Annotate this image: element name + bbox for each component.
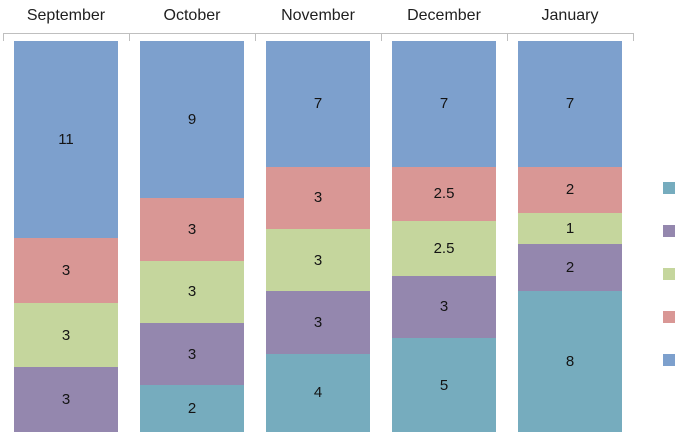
category-axis-line	[3, 33, 633, 34]
bar-column-december: 7 2.5 2.5 3 5	[381, 41, 507, 432]
legend-key-series-2-purple[interactable]	[663, 225, 675, 237]
data-label: 7	[313, 95, 323, 113]
bar-column-october: 9 3 3 3 2	[129, 41, 255, 433]
data-label: 3	[61, 391, 71, 409]
data-label: 9	[187, 111, 197, 129]
bar-segment-series-4-red-november[interactable]: 3	[266, 166, 370, 229]
legend	[663, 182, 675, 397]
axis-tick	[129, 33, 130, 41]
bar-segment-series-2-purple-october[interactable]: 3	[140, 323, 244, 386]
data-label: 3	[439, 298, 449, 316]
data-label: 3	[187, 220, 197, 238]
axis-tick	[507, 33, 508, 41]
bar-column-january: 7 2 1 2 8	[507, 41, 633, 432]
data-label: 7	[565, 95, 575, 113]
bar-segment-series-3-green-january[interactable]: 1	[518, 213, 622, 244]
bar-segment-series-5-blue-january[interactable]: 7	[518, 41, 622, 167]
data-label: 3	[61, 261, 71, 279]
data-label: 2	[565, 258, 575, 276]
category-label-october: October	[163, 7, 221, 24]
stacked-bar-january: 7 2 1 2 8	[518, 41, 622, 432]
data-label: 2.5	[433, 185, 455, 203]
bar-segment-series-1-teal-november[interactable]: 4	[266, 353, 370, 433]
stacked-bar-november: 7 3 3 3 4	[266, 41, 370, 433]
bar-column-november: 7 3 3 3 4	[255, 41, 381, 433]
stacked-bar-december: 7 2.5 2.5 3 5	[392, 41, 496, 432]
bar-segment-series-5-blue-october[interactable]: 9	[140, 41, 244, 199]
stacked-bar-october: 9 3 3 3 2	[140, 41, 244, 433]
data-label: 3	[313, 189, 323, 207]
bar-segment-series-2-purple-september[interactable]: 3	[14, 367, 118, 433]
category-axis: September October November December January	[3, 5, 633, 27]
stacked-bar-september: 11 3 3 3	[14, 41, 118, 433]
bar-segment-series-1-teal-october[interactable]: 2	[140, 385, 244, 433]
bar-segment-series-2-purple-december[interactable]: 3	[392, 275, 496, 338]
bar-segment-series-5-blue-november[interactable]: 7	[266, 41, 370, 167]
bar-segment-series-1-teal-january[interactable]: 8	[518, 290, 622, 432]
bar-segment-series-3-green-october[interactable]: 3	[140, 260, 244, 324]
bar-segment-series-3-green-december[interactable]: 2.5	[392, 221, 496, 276]
bar-segment-series-4-red-january[interactable]: 2	[518, 166, 622, 214]
bar-segment-series-4-red-september[interactable]: 3	[14, 238, 118, 303]
bar-segment-series-3-green-november[interactable]: 3	[266, 229, 370, 292]
data-label: 3	[187, 283, 197, 301]
data-label: 2	[187, 400, 197, 418]
data-label: 11	[58, 131, 74, 149]
bar-segment-series-3-green-september[interactable]: 3	[14, 302, 118, 368]
plot-area: 11 3 3 3 9 3 3 3 2 7 3 3 3 4 7 2.5 2.5 3 5 7 2 1 2 8	[3, 41, 633, 433]
axis-tick	[381, 33, 382, 41]
bar-segment-series-5-blue-december[interactable]: 7	[392, 41, 496, 167]
legend-key-series-4-red[interactable]	[663, 311, 675, 323]
bar-segment-series-4-red-october[interactable]: 3	[140, 198, 244, 261]
legend-key-series-1-teal[interactable]	[663, 182, 675, 194]
axis-tick	[3, 33, 4, 41]
data-label: 3	[61, 326, 71, 344]
category-label-january: January	[541, 7, 599, 24]
data-label: 3	[313, 251, 323, 269]
axis-tick	[633, 33, 634, 41]
bar-segment-series-4-red-december[interactable]: 2.5	[392, 166, 496, 222]
data-label: 7	[439, 95, 449, 113]
bar-column-september: 11 3 3 3	[3, 41, 129, 433]
bar-segment-series-5-blue-september[interactable]: 11	[14, 41, 118, 239]
data-label: 2	[565, 181, 575, 199]
axis-tick	[255, 33, 256, 41]
category-label-november: November	[281, 7, 355, 24]
data-label: 1	[565, 220, 575, 238]
data-label: 3	[313, 314, 323, 332]
bar-segment-series-2-purple-january[interactable]: 2	[518, 243, 622, 291]
data-label: 2.5	[433, 239, 455, 257]
legend-key-series-5-blue[interactable]	[663, 354, 675, 366]
bar-segment-series-2-purple-november[interactable]: 3	[266, 291, 370, 354]
data-label: 4	[313, 384, 323, 402]
category-label-december: December	[407, 7, 481, 24]
data-label: 8	[565, 352, 575, 370]
category-label-september: September	[26, 7, 106, 24]
data-label: 3	[187, 345, 197, 363]
legend-key-series-3-green[interactable]	[663, 268, 675, 280]
data-label: 5	[439, 376, 449, 394]
bar-segment-series-1-teal-december[interactable]: 5	[392, 338, 496, 432]
